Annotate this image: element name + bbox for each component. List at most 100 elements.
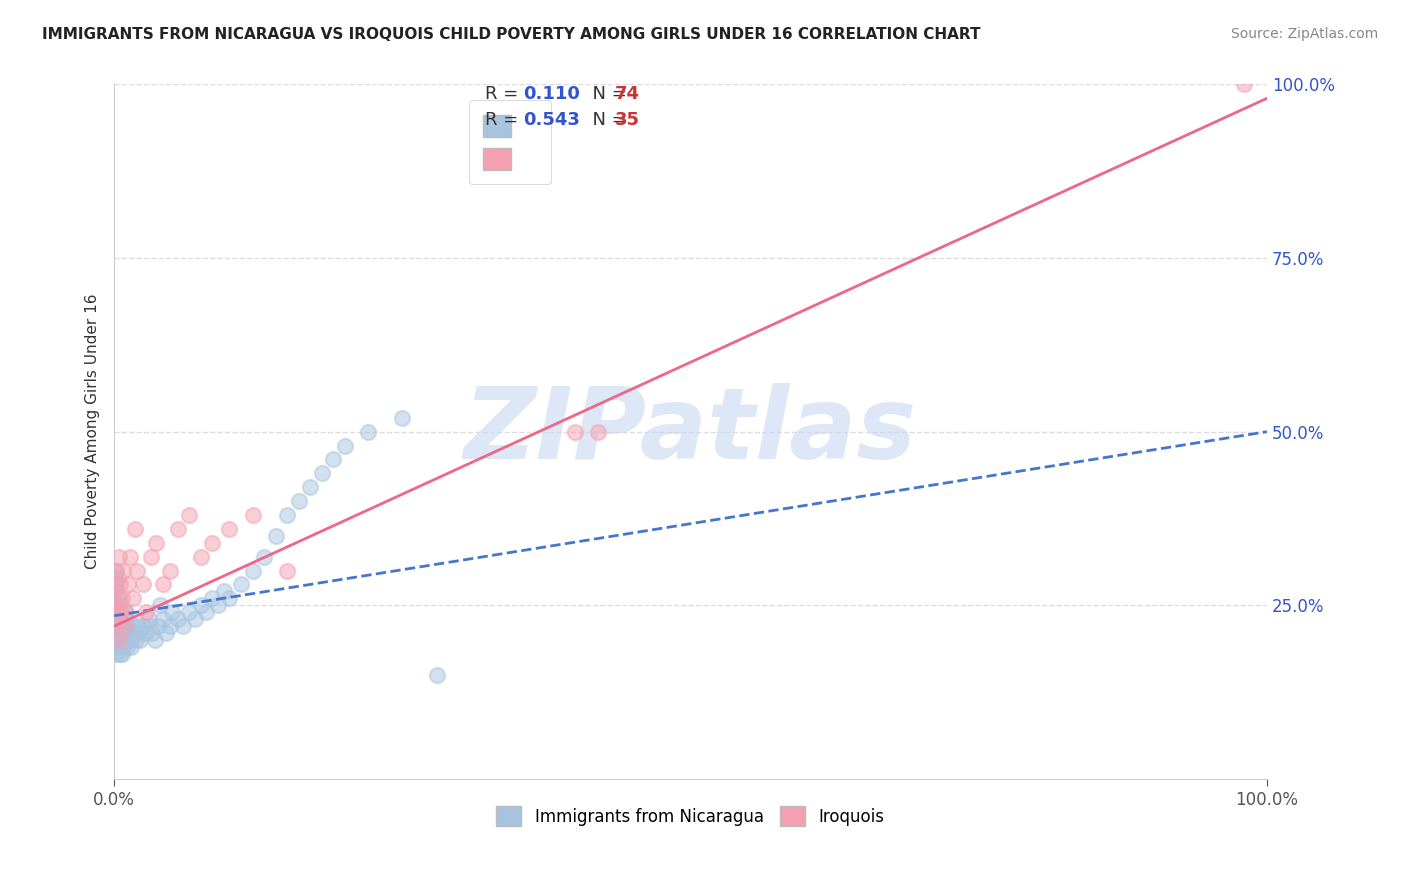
Point	[426, 667, 449, 681]
Point	[107, 640, 129, 654]
Point	[190, 549, 212, 564]
Text: Source: ZipAtlas.com: Source: ZipAtlas.com	[1230, 27, 1378, 41]
Point	[110, 633, 132, 648]
Point	[105, 577, 128, 591]
Point	[311, 467, 333, 481]
Point	[143, 633, 166, 648]
Point	[108, 599, 131, 613]
Point	[107, 605, 129, 619]
Point	[159, 564, 181, 578]
Text: 35: 35	[614, 111, 640, 128]
Point	[132, 577, 155, 591]
Point	[333, 439, 356, 453]
Point	[155, 626, 177, 640]
Point	[105, 564, 128, 578]
Point	[141, 626, 163, 640]
Point	[287, 494, 309, 508]
Point	[104, 564, 127, 578]
Point	[114, 605, 136, 619]
Point	[201, 536, 224, 550]
Point	[172, 619, 194, 633]
Point	[110, 612, 132, 626]
Point	[104, 599, 127, 613]
Point	[166, 522, 188, 536]
Point	[104, 619, 127, 633]
Point	[107, 633, 129, 648]
Point	[160, 605, 183, 619]
Point	[107, 591, 129, 606]
Point	[218, 591, 240, 606]
Point	[117, 577, 139, 591]
Y-axis label: Child Poverty Among Girls Under 16: Child Poverty Among Girls Under 16	[86, 294, 100, 569]
Point	[105, 612, 128, 626]
Point	[107, 570, 129, 584]
Point	[132, 619, 155, 633]
Point	[152, 577, 174, 591]
Point	[134, 626, 156, 640]
Point	[207, 599, 229, 613]
Point	[121, 640, 143, 654]
Point	[104, 584, 127, 599]
Point	[108, 647, 131, 661]
Point	[166, 612, 188, 626]
Point	[159, 619, 181, 633]
Point	[124, 522, 146, 536]
Point	[242, 508, 264, 522]
Point	[125, 633, 148, 648]
Point	[124, 626, 146, 640]
Point	[104, 599, 127, 613]
Point	[145, 536, 167, 550]
Point	[253, 549, 276, 564]
Point	[299, 480, 322, 494]
Point	[107, 633, 129, 648]
Point	[135, 605, 157, 619]
Point	[212, 584, 235, 599]
Point	[190, 599, 212, 613]
Point	[179, 508, 201, 522]
Point	[146, 619, 169, 633]
Point	[138, 612, 160, 626]
Point	[195, 605, 218, 619]
Point	[107, 549, 129, 564]
Point	[114, 619, 136, 633]
Point	[115, 640, 138, 654]
Point	[242, 564, 264, 578]
Text: ZIPatlas: ZIPatlas	[464, 384, 917, 480]
Point	[118, 626, 141, 640]
Text: N =: N =	[581, 85, 633, 103]
Point	[184, 612, 207, 626]
Point	[111, 647, 134, 661]
Point	[114, 633, 136, 648]
Point	[107, 612, 129, 626]
Point	[121, 619, 143, 633]
Text: R =: R =	[485, 111, 524, 128]
Point	[588, 425, 610, 439]
Point	[120, 549, 142, 564]
Point	[276, 564, 298, 578]
Point	[108, 626, 131, 640]
Point	[111, 591, 134, 606]
Point	[111, 619, 134, 633]
Text: N =: N =	[581, 111, 633, 128]
Point	[121, 591, 143, 606]
Point	[114, 626, 136, 640]
Point	[117, 619, 139, 633]
Text: 74: 74	[614, 85, 640, 103]
Point	[105, 619, 128, 633]
Point	[107, 619, 129, 633]
Point	[114, 612, 136, 626]
Point	[127, 564, 149, 578]
Point	[127, 619, 149, 633]
Point	[104, 577, 127, 591]
Point	[120, 633, 142, 648]
Point	[107, 591, 129, 606]
Point	[149, 599, 172, 613]
Point	[139, 619, 162, 633]
Point	[114, 605, 136, 619]
Point	[105, 626, 128, 640]
Point	[152, 612, 174, 626]
Point	[564, 425, 586, 439]
Point	[276, 508, 298, 522]
Point	[110, 605, 132, 619]
Point	[104, 633, 127, 648]
